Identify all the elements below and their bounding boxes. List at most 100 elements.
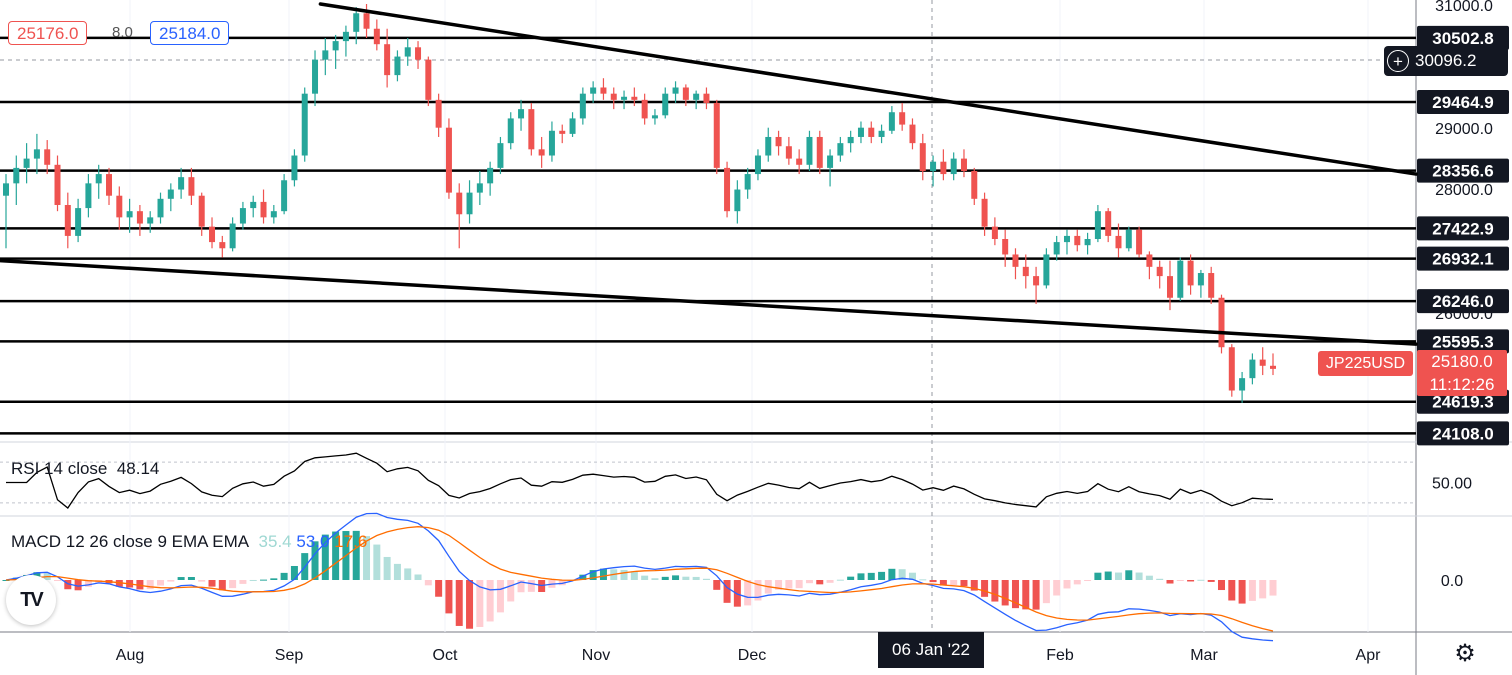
rsi-value: 48.14 <box>116 459 160 478</box>
macd-histogram-bar <box>1166 580 1174 584</box>
candle <box>1208 266 1215 304</box>
candle <box>713 99 720 175</box>
rsi-legend[interactable]: RSI 14 close 48.14 <box>11 459 159 479</box>
candle <box>806 130 813 171</box>
candle <box>579 87 586 125</box>
candle-body <box>713 102 720 168</box>
macd-histogram-bar <box>527 580 535 592</box>
candle-body <box>445 127 452 193</box>
candle <box>559 124 566 144</box>
candle <box>33 133 40 175</box>
candle <box>126 198 133 233</box>
candle-body <box>940 161 947 175</box>
macd-line <box>5 512 1274 642</box>
level-tag-bg <box>1417 329 1509 354</box>
macd-histogram-bar <box>754 580 762 601</box>
candle-body <box>373 28 380 45</box>
candle-body <box>1022 266 1029 277</box>
y-tick-label: 31000.0 <box>1435 0 1493 15</box>
level-tag-text: 24108.0 <box>1432 424 1493 443</box>
last-price-value: 25180.0 <box>1431 352 1493 371</box>
bid-price-box[interactable]: 25176.0 <box>8 21 88 45</box>
candle <box>3 174 9 249</box>
macd-histogram-bar <box>321 534 329 580</box>
macd-histogram-bar <box>1135 572 1143 580</box>
candle-body <box>899 112 906 125</box>
macd-histogram-bar <box>1269 580 1277 596</box>
macd-histogram-bar <box>847 576 855 580</box>
candle <box>1228 344 1235 397</box>
candle <box>724 161 731 218</box>
candle <box>1218 294 1225 354</box>
candle <box>538 136 545 168</box>
x-tick-label: Aug <box>116 647 144 664</box>
candle-body <box>1228 347 1235 391</box>
candle-body <box>415 47 422 60</box>
candle-body <box>116 195 123 218</box>
macd-histogram-bar <box>888 568 896 580</box>
candle-body <box>507 118 514 144</box>
candle <box>106 167 113 205</box>
macd-histogram-bar <box>836 579 844 581</box>
crosshair-price-tag[interactable]: + 30096.2 <box>1384 46 1508 76</box>
candle <box>147 211 154 233</box>
level-tag-bg <box>1417 158 1509 183</box>
tradingview-logo[interactable]: TV <box>6 575 56 625</box>
x-tick-label: Feb <box>1046 647 1074 664</box>
macd-histogram-bar <box>146 580 154 590</box>
macd-legend[interactable]: MACD 12 26 close 9 EMA EMA 35.4 53.0 17.… <box>11 532 367 552</box>
candle-body <box>126 211 133 218</box>
candle-body <box>363 13 370 29</box>
level-tag-text: 25595.3 <box>1432 332 1493 351</box>
candle <box>342 25 349 57</box>
candle-body <box>569 118 576 134</box>
candle <box>765 127 772 162</box>
macd-histogram-bar <box>795 580 803 589</box>
add-alert-icon[interactable]: + <box>1387 50 1409 72</box>
candle-body <box>827 155 834 168</box>
candle <box>384 28 391 88</box>
candle-body <box>651 115 658 119</box>
macd-histogram-bar <box>981 580 989 597</box>
gear-icon[interactable]: ⚙ <box>1454 640 1476 667</box>
trendline-lower <box>0 258 1418 346</box>
candle-body <box>806 136 813 165</box>
macd-histogram-bar <box>157 580 165 586</box>
ask-price-box[interactable]: 25184.0 <box>150 21 230 45</box>
macd-histogram-bar <box>1207 580 1215 582</box>
macd-histogram-bar <box>167 580 175 582</box>
candle <box>425 56 432 107</box>
macd-histogram-bar <box>1063 580 1071 589</box>
candle <box>1270 353 1276 376</box>
candle-body <box>744 174 751 190</box>
candle <box>1022 254 1029 289</box>
candle <box>991 217 998 246</box>
candle <box>930 155 937 187</box>
candle <box>1187 254 1194 295</box>
candle-body <box>250 201 257 209</box>
macd-signal-line <box>5 526 1274 632</box>
candle <box>1053 235 1060 261</box>
candle <box>1012 248 1019 280</box>
candle <box>1063 229 1070 255</box>
macd-histogram-bar <box>187 577 195 580</box>
candle-body <box>1218 297 1225 348</box>
macd-histogram-bar <box>177 577 185 580</box>
candle <box>610 87 617 110</box>
crosshair-price-value: 30096.2 <box>1415 51 1477 70</box>
candle-body <box>1239 378 1246 391</box>
candle <box>1033 266 1040 304</box>
macd-histogram-bar <box>867 572 875 580</box>
candle-body <box>188 177 195 196</box>
candle <box>754 149 761 181</box>
macd-histogram-bar <box>496 580 504 613</box>
candle <box>816 130 823 175</box>
level-tag-text: 30502.8 <box>1432 29 1493 48</box>
macd-histogram-bar <box>115 580 123 587</box>
candle <box>219 235 226 258</box>
macd-histogram-bar <box>1073 580 1081 585</box>
candle-body <box>662 93 669 116</box>
candle <box>1177 257 1184 301</box>
macd-histogram-bar <box>363 536 371 580</box>
